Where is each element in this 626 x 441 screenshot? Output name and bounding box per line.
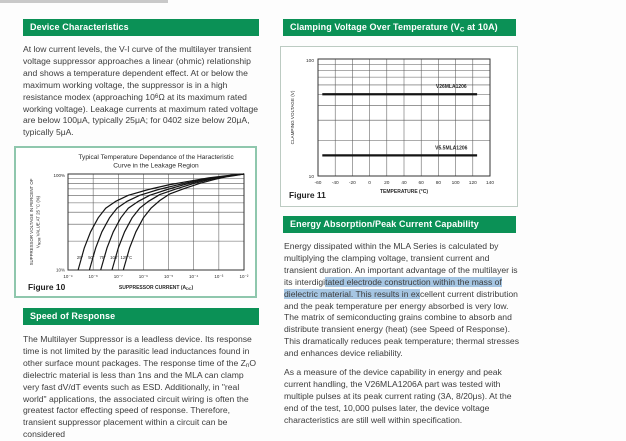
x-tick-label: 40: [401, 180, 407, 186]
energy-absorption-text-2: As a measure of the device capability in…: [284, 367, 512, 425]
series-label: 50°: [88, 255, 95, 260]
x-tick-label: 0: [368, 180, 371, 186]
scan-artifact-top-edge: [0, 0, 168, 3]
series-label: 75°: [100, 255, 107, 260]
x-axis-label: SUPPRESSOR CURRENT (ADC): [119, 285, 194, 291]
series-label: V5.5MLA1206: [435, 145, 467, 151]
x-tick-label: -60: [315, 180, 322, 186]
figure-label: Figure 11: [289, 190, 326, 200]
figure-10-chart: Typical Temperature Dependance of the Ha…: [28, 154, 249, 292]
figure-10-title-line-2: Curve in the Leakage Region: [113, 163, 199, 170]
energy-absorption-title: Energy Absorption/Peak Current Capabilit…: [290, 219, 479, 229]
section-header-energy-absorption: Energy Absorption/Peak Current Capabilit…: [283, 216, 516, 233]
curve-125°C: [122, 173, 245, 271]
x-tick-label: 10⁻⁶: [139, 274, 148, 279]
x-tick-label: 140: [486, 180, 494, 186]
y-tick-label: 100: [306, 58, 314, 64]
x-tick-label: 120: [469, 180, 477, 186]
x-axis-label: TEMPERATURE (°C): [380, 189, 428, 195]
figure-11-chart: -60 -40 -20 0 20 40 60 80 100 120 140 100 10 V26MLA12…: [289, 58, 494, 200]
x-tick-label: -40: [332, 180, 339, 186]
speed-of-response-title: Speed of Response: [30, 311, 116, 321]
x-tick-label: 10⁻³: [214, 274, 223, 279]
figure-label: Figure 10: [28, 282, 66, 292]
x-tick-label: 80: [436, 180, 442, 186]
energy-absorption-text-1: Energy dissipated within the MLA Series …: [284, 241, 519, 359]
curve-25°: [77, 173, 245, 271]
x-tick-label: 10⁻⁷: [114, 274, 123, 279]
x-tick-label: 10⁻⁹: [63, 274, 72, 279]
x-tick-label: 10⁻⁸: [89, 274, 98, 279]
y-tick-label: 10%: [56, 268, 65, 273]
series-label: 100°: [110, 255, 119, 260]
figure-10-title-line-1: Typical Temperature Dependance of the Ha…: [78, 154, 234, 161]
y-tick-label: 100%: [53, 173, 65, 178]
series-label: 125°C: [120, 255, 132, 260]
device-characteristics-title: Device Characteristics: [30, 22, 129, 32]
x-tick-label: 10⁻⁵: [164, 274, 173, 279]
section-header-device-characteristics: Device Characteristics: [23, 19, 259, 36]
section-header-speed-of-response: Speed of Response: [23, 308, 259, 325]
speed-of-response-text: The Multilayer Suppressor is a leadless …: [23, 334, 257, 440]
y-axis-label-line-2: VNOM VALUE AT 25 °C (%): [36, 195, 42, 248]
series-label: 25°: [77, 255, 84, 260]
figure-11: -60 -40 -20 0 20 40 60 80 100 120 140 100 10 V26MLA12…: [280, 46, 518, 207]
y-axis-label: CLAMPING VOLTAGE (V): [290, 90, 295, 144]
device-characteristics-text: At low current levels, the V-I curve of …: [23, 44, 259, 138]
y-axis-label-line-1: SUPPRESSOR VOLTAGE IN PERCENT OF: [29, 178, 34, 265]
section-header-clamping-voltage: Clamping Voltage Over Temperature (VC at…: [283, 19, 516, 36]
x-tick-label: 20: [384, 180, 390, 186]
curve-100°: [111, 173, 245, 271]
x-tick-label: 10⁻⁴: [189, 274, 198, 279]
x-tick-label: -20: [349, 180, 356, 186]
y-tick-label: 10: [309, 174, 315, 180]
x-tick-label: 100: [452, 180, 460, 186]
series-label: V26MLA1206: [436, 84, 467, 90]
x-tick-label: 60: [419, 180, 425, 186]
figure-10: Typical Temperature Dependance of the Ha…: [14, 146, 257, 298]
x-tick-label: 10⁻²: [240, 274, 249, 279]
